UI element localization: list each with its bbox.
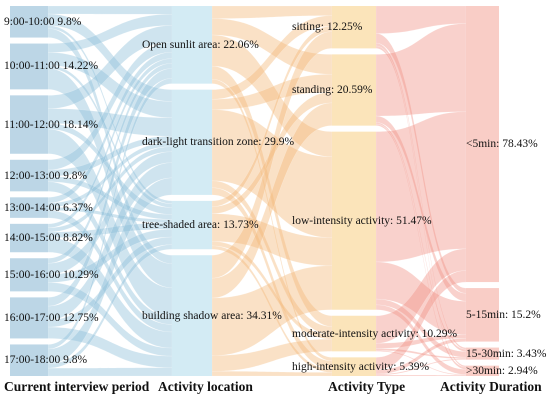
node-label-t1: sitting: 12.25% [292, 21, 363, 34]
node-label-p6: 14:00-15:00 8.82% [4, 232, 93, 245]
flow-link [47, 5, 173, 15]
node-d2 [466, 288, 499, 342]
node-t1 [332, 6, 376, 49]
flow-link [47, 244, 173, 369]
node-label-l1: Open sunlit area: 22.06% [142, 38, 259, 51]
column-title-period: Current interview period [4, 379, 150, 394]
flow-link [375, 23, 467, 117]
flow-link [211, 338, 333, 372]
node-label-d4: >30min: 2.94% [466, 364, 538, 377]
node-label-t4: moderate-intensity activity: 10.29% [292, 327, 458, 340]
node-l3 [172, 200, 212, 250]
node-label-p1: 9:00-10:00 9.8% [4, 15, 82, 28]
node-d3 [466, 347, 499, 360]
column-title-type: Activity Type [328, 379, 406, 394]
node-t2 [332, 54, 376, 126]
flow-link [375, 338, 467, 375]
node-p5 [10, 197, 48, 218]
node-label-t2: standing: 20.59% [292, 84, 373, 96]
node-d4 [466, 365, 499, 376]
flow-link [375, 270, 467, 371]
node-label-p8: 16:00-17:00 12.75% [4, 311, 99, 324]
flow-link [211, 5, 333, 19]
flow-links [47, 5, 467, 377]
node-label-p9: 17:00-18:00 9.8% [4, 354, 88, 367]
node-label-p3: 11:00-12:00 18.14% [4, 118, 99, 131]
node-l1 [172, 6, 212, 84]
node-p2 [10, 43, 48, 90]
node-label-d1: <5min: 78.43% [466, 138, 538, 151]
node-t5 [332, 357, 376, 376]
flow-link [375, 374, 467, 377]
flow-link [211, 213, 333, 266]
node-label-p5: 13:00-14:00 6.37% [4, 201, 93, 214]
node-label-p7: 15:00-16:00 10.29% [4, 268, 99, 281]
node-label-l2: dark-light transition zone: 29.9% [142, 136, 295, 149]
node-label-l4: building shadow area: 34.31% [142, 309, 282, 322]
node-t3 [332, 131, 376, 310]
node-d1 [466, 6, 499, 283]
node-p7 [10, 258, 48, 292]
flow-link [375, 334, 467, 349]
column-title-duration: Activity Duration [440, 379, 542, 394]
flow-link [211, 109, 333, 238]
node-l4 [172, 255, 212, 376]
flow-link [211, 265, 333, 356]
node-p6 [10, 223, 48, 253]
node-p1 [10, 6, 48, 38]
node-p9 [10, 344, 48, 376]
node-label-t5: high-intensity activity: 5.39% [292, 360, 430, 373]
node-label-p4: 12:00-13:00 9.8% [4, 169, 88, 182]
node-t4 [332, 315, 376, 352]
flow-link [211, 102, 333, 299]
flow-link [47, 367, 173, 377]
node-label-t3: low-intensity activity: 51.47% [292, 214, 432, 227]
node-label-l3: tree-shaded area: 13.73% [142, 219, 259, 232]
node-label-d2: 5-15min: 15.2% [466, 308, 541, 321]
node-label-d3: 15-30min: 3.43% [466, 347, 547, 360]
node-label-p2: 10:00-11:00 14.22% [4, 60, 99, 73]
node-p4 [10, 159, 48, 192]
node-p8 [10, 297, 48, 339]
flow-link [375, 111, 467, 263]
node-l2 [172, 89, 212, 195]
column-title-location: Activity location [158, 379, 253, 394]
node-p3 [10, 95, 48, 154]
